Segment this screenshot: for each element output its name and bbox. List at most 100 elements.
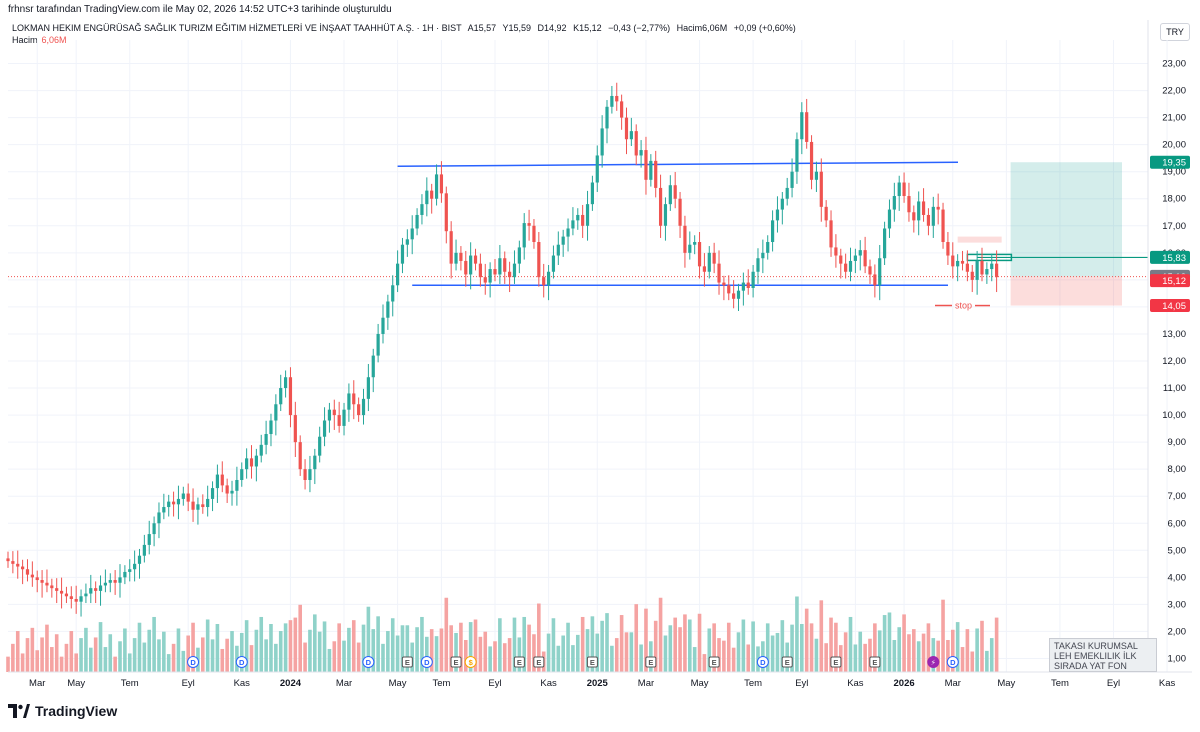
- price-tick-label: 17,00: [1162, 221, 1186, 232]
- volume-bar: [478, 636, 483, 672]
- volume-bar: [381, 643, 385, 672]
- candle-body: [649, 160, 653, 180]
- candle-body: [147, 534, 151, 545]
- price-tick-label: 23,00: [1162, 59, 1186, 70]
- event-marker-label: D: [950, 658, 956, 667]
- candle-body: [313, 455, 317, 470]
- price-tick-label: 1,00: [1168, 653, 1187, 664]
- volume-bar: [936, 640, 940, 672]
- candle-body: [620, 101, 624, 118]
- time-tick-label: Mar: [29, 678, 45, 689]
- volume-bar: [201, 637, 205, 672]
- time-tick-label: Kas: [1159, 678, 1176, 689]
- currency-button[interactable]: TRY: [1160, 23, 1190, 41]
- candle-body: [322, 420, 327, 437]
- volume-bar: [468, 622, 473, 672]
- earnings-marker: [830, 656, 842, 668]
- candle-body: [644, 150, 648, 180]
- candle-body: [897, 182, 901, 197]
- volume-bar: [181, 650, 186, 672]
- candle-body: [30, 574, 34, 578]
- volume-bar: [858, 631, 863, 672]
- volume-bar: [522, 616, 527, 672]
- position-zones: [957, 162, 1122, 306]
- volume-bar: [561, 635, 565, 672]
- candles: [6, 82, 999, 617]
- candle-body: [766, 242, 770, 253]
- event-marker-label: E: [785, 658, 790, 667]
- candle-body: [956, 260, 960, 267]
- candle-body: [123, 571, 127, 578]
- candle-body: [980, 260, 984, 275]
- candle-body: [162, 507, 166, 513]
- volume-bar: [926, 623, 931, 672]
- price-tick-label: 22,00: [1162, 86, 1186, 97]
- candle-body: [89, 588, 93, 594]
- candle-body: [371, 355, 375, 378]
- volume-bar: [517, 637, 522, 672]
- volume-bar: [629, 632, 634, 672]
- volume-bar: [274, 643, 278, 672]
- volume-bar: [30, 627, 35, 672]
- candle-body: [926, 214, 931, 226]
- candle-body: [951, 255, 955, 267]
- candle-body: [98, 585, 103, 591]
- volume-bar: [746, 644, 751, 672]
- volume-bar: [123, 628, 127, 672]
- event-marker-label: E: [712, 658, 717, 667]
- candle-body: [848, 260, 853, 272]
- candle-body: [590, 182, 594, 205]
- volume-bar: [790, 624, 794, 672]
- volume-bar: [502, 643, 507, 672]
- volume-bar: [824, 643, 828, 672]
- volume-bar: [249, 645, 254, 672]
- target-zone: [1010, 162, 1122, 277]
- volume-bar: [64, 643, 69, 672]
- candle-body: [361, 398, 366, 416]
- candle-body: [887, 209, 892, 229]
- candle-body: [819, 171, 823, 207]
- candle-body: [439, 174, 444, 194]
- volume-bar: [902, 614, 906, 672]
- price-chart[interactable]: stop D D D E D E $ E E E E E D E E E ⚡ D 1,00 2,00 3,00 4,00…: [0, 0, 1200, 700]
- volume-bar: [454, 632, 458, 672]
- volume-bar: [575, 634, 580, 672]
- time-tick-label: Eyl: [1107, 678, 1120, 689]
- volume-bar: [459, 622, 463, 672]
- volume-bar: [415, 627, 419, 672]
- small-risk-zone: [957, 236, 1002, 243]
- news-box[interactable]: TAKASI KURUMSAL LEH EMEKLILIK İLK SIRADA…: [1049, 638, 1157, 672]
- candle-body: [357, 404, 361, 416]
- candle-body: [917, 201, 921, 221]
- price-tick-label: 8,00: [1168, 464, 1187, 475]
- candle-body: [595, 155, 599, 183]
- volume-bar: [166, 654, 171, 672]
- volume-bar: [619, 615, 624, 672]
- volume-bar: [960, 647, 965, 672]
- candle-body: [493, 269, 497, 275]
- dividend-marker: [235, 656, 248, 668]
- candle-body: [566, 228, 570, 237]
- earnings-marker: [401, 656, 413, 668]
- volume-bar: [439, 628, 444, 672]
- time-tick-label: Kas: [234, 678, 251, 689]
- volume-bar: [668, 625, 673, 672]
- candle-body: [542, 277, 546, 286]
- candle-body: [410, 228, 414, 240]
- volume-bar: [162, 631, 166, 672]
- candle-body: [571, 220, 575, 229]
- volume-legend: Hacim 6,06M: [12, 35, 67, 45]
- candle-body: [970, 271, 974, 280]
- candle-body: [936, 206, 940, 210]
- volume-bar: [605, 613, 609, 672]
- candle-body: [108, 580, 112, 583]
- candle-body: [629, 131, 633, 140]
- candle-body: [327, 409, 332, 421]
- volume-bar: [950, 629, 955, 672]
- candle-body: [883, 228, 887, 259]
- volume-bar: [897, 627, 902, 672]
- candle-body: [293, 415, 297, 443]
- event-markers: D D D E D E $ E E E E E D E E E ⚡ D: [187, 656, 959, 668]
- dividend-marker: [756, 656, 769, 668]
- volume-bar: [205, 619, 210, 672]
